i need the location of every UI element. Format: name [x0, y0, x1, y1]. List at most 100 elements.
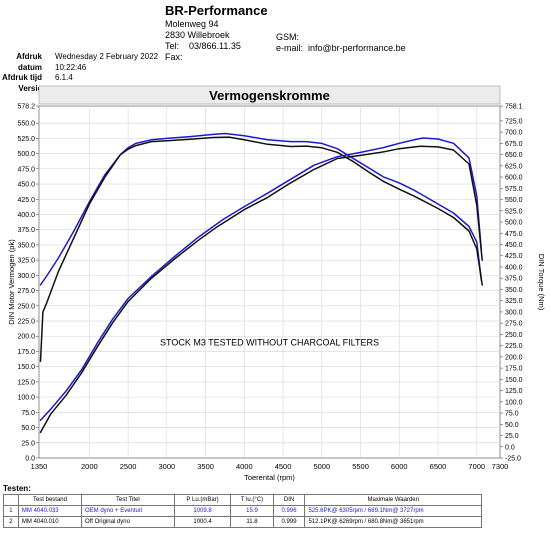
y-axis-label-right: DIN Torque (Nm)	[537, 254, 546, 311]
print-meta-labels: Afdruk datum Afdruk tijd Versie	[0, 52, 42, 94]
y-tick-label-left: 125.0	[17, 379, 35, 386]
y-tick-label-right: 725.0	[505, 118, 523, 125]
y-tick-label-left: 350.0	[17, 242, 35, 249]
cell-temp: 15.9	[230, 505, 274, 517]
address-line-1: Molenweg 94	[165, 19, 219, 29]
version-value: 6.1.4	[55, 73, 73, 82]
y-tick-label-right: 350.0	[505, 287, 523, 294]
power-curve-blue	[39, 137, 483, 422]
table-row[interactable]: 1 MM 4040.033 OEM dyno + Eventuri 1009.8…	[3, 505, 482, 517]
x-tick-label: 3000	[158, 462, 175, 471]
col-din: DIN	[272, 494, 306, 506]
cell-pressure: 1009.8	[173, 505, 232, 517]
col-temp: T lu.(°C)	[230, 494, 274, 506]
tests-table: Test bestand Test Titel P Lu.(mBar) T lu…	[3, 494, 482, 528]
y-tick-label-right: 300.0	[505, 309, 523, 316]
y-tick-label-left: 25.0	[21, 440, 35, 447]
y-tick-label-right: 75.0	[505, 411, 519, 418]
version-label: Versie	[18, 83, 42, 93]
y-tick-label-right: 250.0	[505, 332, 523, 339]
x-axis-label: Toerental (rpm)	[244, 473, 295, 482]
cell-temp: 11.8	[230, 516, 274, 528]
col-index	[3, 494, 19, 506]
y-tick-label-right: 675.0	[505, 141, 523, 148]
x-tick-label: 4500	[275, 462, 292, 471]
cell-title: Off Original dyno	[81, 516, 175, 528]
y-tick-label-right: 225.0	[505, 343, 523, 350]
cell-din: 0.996	[272, 505, 306, 517]
torque-curve-black	[39, 136, 483, 363]
y-tick-label-right: 475.0	[505, 231, 523, 238]
y-tick-label-left: 200.0	[17, 334, 35, 341]
company-header: BR-Performance Molenweg 94 2830 Willebro…	[165, 4, 268, 63]
chart-title-bar	[38, 85, 501, 105]
power-chart: Vermogenskromme 1350 2000 2500 3000 3500 4000 4…	[0, 84, 550, 484]
y-tick-label-left: 525.0	[17, 136, 35, 143]
y-tick-label-right: 375.0	[505, 276, 523, 283]
cell-max: 525.6PK@ 6305rpm / 689.1Nm@ 3727rpm	[304, 505, 482, 517]
y-tick-label-left: 550.0	[17, 121, 35, 128]
address-line-2: 2830 Willebroek	[165, 30, 230, 40]
y-tick-label-right: 600.0	[505, 175, 523, 182]
y-tick-label-right: 550.0	[505, 197, 523, 204]
y-tick-label-left: 100.0	[17, 395, 35, 402]
y-tick-label-right: 650.0	[505, 152, 523, 159]
x-tick-label: 5500	[352, 462, 369, 471]
col-file: Test bestand	[17, 494, 83, 506]
power-chart-svg: Vermogenskromme 1350 2000 2500 3000 3500 4000 4…	[7, 85, 546, 482]
cell-din: 0.999	[272, 516, 306, 528]
print-date-value: Wednesday 2 February 2022	[55, 52, 159, 61]
y-tick-label-left: 475.0	[17, 166, 35, 173]
tests-header-row: Test bestand Test Titel P Lu.(mBar) T lu…	[3, 494, 482, 506]
print-meta-values: Wednesday 2 February 2022 10:22:46 6.1.4	[55, 52, 158, 84]
email-value[interactable]: info@br-performance.be	[308, 43, 406, 53]
print-time-label: Afdruk tijd	[2, 73, 42, 82]
y-tick-label-right: -25.0	[505, 456, 521, 463]
y-tick-label-right: 100.0	[505, 399, 523, 406]
chart-annotation: STOCK M3 TESTED WITHOUT CHARCOAL FILTERS	[160, 337, 379, 347]
print-date-label: Afdruk datum	[16, 52, 42, 72]
company-name: BR-Performance	[165, 3, 268, 18]
y-tick-label-left: 50.0	[21, 425, 35, 432]
y-tick-label-right: 625.0	[505, 163, 523, 170]
y-tick-label-left: 375.0	[17, 227, 35, 234]
x-tick-label: 2000	[81, 462, 98, 471]
plot-area	[38, 105, 501, 459]
x-tick-label: 6500	[430, 462, 447, 471]
tel-label: Tel:	[165, 41, 180, 51]
cell-index: 1	[3, 505, 19, 517]
chart-title: Vermogenskromme	[209, 88, 330, 103]
x-tick-label: 7000	[468, 462, 485, 471]
y-tick-label-left: 75.0	[21, 410, 35, 417]
y-tick-label-right: 700.0	[505, 130, 523, 137]
tests-title: Testen:	[3, 484, 31, 493]
y-tick-label-right: 125.0	[505, 388, 523, 395]
y-tick-label-left: 0.0	[25, 456, 35, 463]
y-tick-label-right: 275.0	[505, 321, 523, 328]
y-tick-label-left: 400.0	[17, 212, 35, 219]
fax-label: Fax:	[165, 52, 183, 62]
tel-value: 03/866.11.35	[189, 41, 241, 51]
y-tick-label-right: 758.1	[505, 104, 523, 111]
y-tick-label-left: 275.0	[17, 288, 35, 295]
power-curve-black	[39, 145, 483, 434]
email-label: e-mail:	[276, 43, 304, 53]
y-tick-label-left: 325.0	[17, 258, 35, 265]
y-tick-label-right: 150.0	[505, 377, 523, 384]
y-tick-label-right: 200.0	[505, 354, 523, 361]
cell-title: OEM dyno + Eventuri	[81, 505, 175, 517]
y-tick-label-left: 578.2	[17, 104, 35, 111]
y-tick-label-right: 400.0	[505, 264, 523, 271]
cell-file: MM 4040.010	[17, 516, 83, 528]
y-tick-label-left: 300.0	[17, 273, 35, 280]
y-tick-label-left: 225.0	[17, 319, 35, 326]
print-time-value: 10:22:46	[55, 62, 87, 72]
cell-pressure: 1000.4	[173, 516, 232, 528]
table-row[interactable]: 2 MM 4040.010 Off Original dyno 1000.4 1…	[3, 516, 482, 528]
y-tick-label-right: 525.0	[505, 208, 523, 215]
y-tick-label-right: 25.0	[505, 433, 519, 440]
contact-block: GSM: e-mail: info@br-performance.be	[276, 32, 406, 54]
y-tick-label-right: 575.0	[505, 186, 523, 193]
y-tick-label-left: 500.0	[17, 151, 35, 158]
y-tick-label-left: 425.0	[17, 197, 35, 204]
